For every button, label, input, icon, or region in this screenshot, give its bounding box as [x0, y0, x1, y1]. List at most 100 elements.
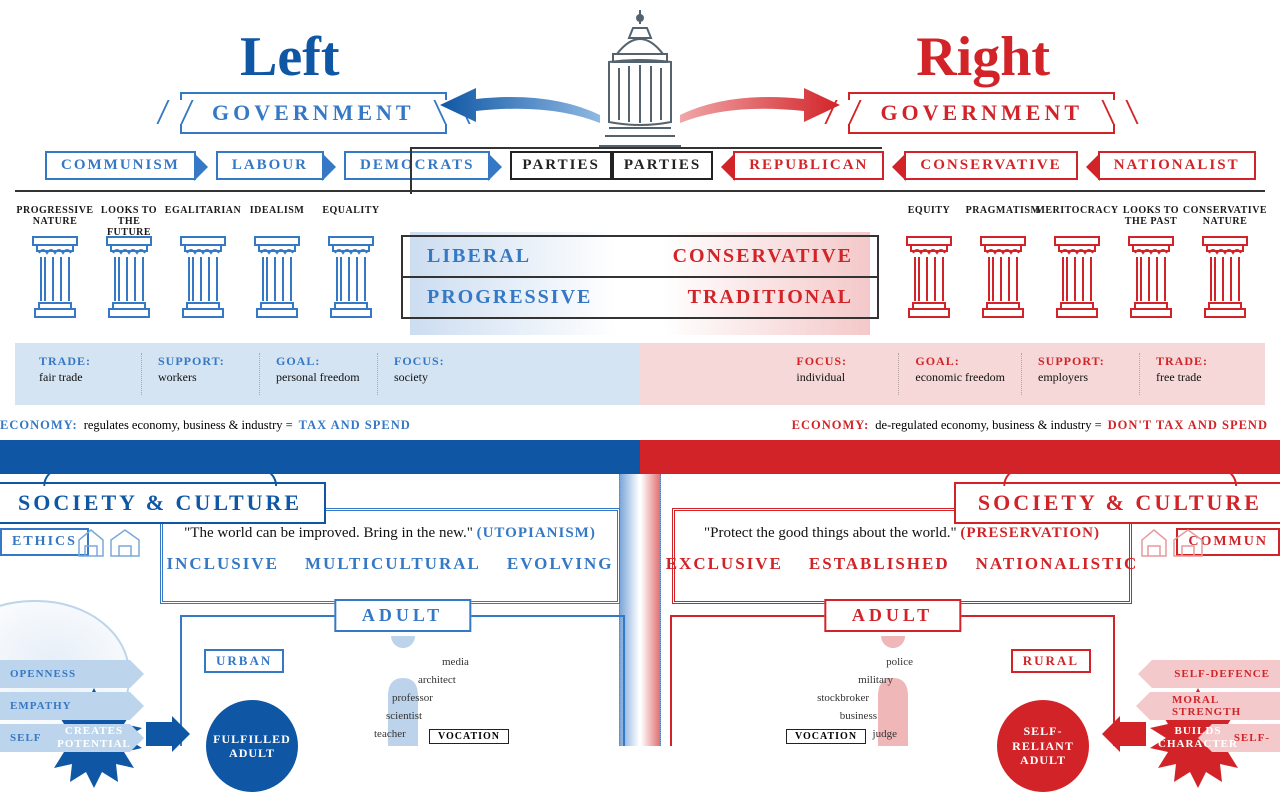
edge-arrow: EMPATHY [0, 692, 130, 720]
quote-text-left: "The world can be improved. Bring in the… [184, 525, 473, 541]
profession: architect [418, 674, 456, 686]
party-labour: LABOUR [216, 151, 324, 180]
quote-tag-right: (PRESERVATION) [960, 525, 1100, 541]
pillar-label: MERITOCRACY [1035, 205, 1118, 231]
attribute-cell: FOCUS: individual [780, 353, 898, 395]
pillar: PROGRESSIVE NATURE [21, 205, 89, 335]
attribute-cell: SUPPORT: employers [1021, 353, 1139, 395]
economy-emph-right: DON'T TAX AND SPEND [1108, 418, 1268, 433]
pillar-label: EGALITARIAN [165, 205, 241, 231]
kw-established: ESTABLISHED [809, 554, 950, 574]
quote-tag-left: (UTOPIANISM) [477, 525, 596, 541]
center-plate: LIBERAL CONSERVATIVE PROGRESSIVE TRADITI… [401, 235, 879, 319]
profession: stockbroker [817, 692, 869, 704]
attribute-key: SUPPORT: [1038, 353, 1123, 369]
profession: police [886, 656, 913, 668]
pillar: EGALITARIAN [169, 205, 237, 335]
attributes-left: TRADE: fair tradeSUPPORT: workersGOAL: p… [15, 343, 640, 405]
pillar-label: CONSERVATIVE NATURE [1183, 205, 1267, 231]
cp-liberal: LIBERAL [427, 245, 531, 268]
pillar-label: EQUALITY [322, 205, 379, 231]
title-right: Right [916, 25, 1050, 89]
cp-conservative: CONSERVATIVE [673, 245, 853, 268]
env-urban: URBAN [204, 649, 284, 673]
economy-emph-left: TAX AND SPEND [299, 418, 411, 433]
pillar: EQUALITY [317, 205, 385, 335]
attribute-val: personal freedom [276, 369, 361, 385]
gov-banner-right: GOVERNMENT [848, 92, 1115, 134]
cp-progressive: PROGRESSIVE [427, 286, 592, 309]
attribute-cell: GOAL: personal freedom [259, 353, 377, 395]
attribute-key: SUPPORT: [158, 353, 243, 369]
attribute-cell: TRADE: fair trade [23, 353, 141, 395]
attributes-right: FOCUS: individualGOAL: economic freedomS… [640, 343, 1265, 405]
pillar-label: PRAGMATISM [966, 205, 1041, 231]
pillar: EQUITY [895, 205, 963, 335]
profession: judge [873, 728, 897, 740]
attribute-val: employers [1038, 369, 1123, 385]
quote-text-right: "Protect the good things about the world… [704, 525, 957, 541]
attribute-key: FOCUS: [394, 353, 479, 369]
edge-arrow: OPENNESS [0, 660, 130, 688]
gov-banner-left: GOVERNMENT [180, 92, 447, 134]
attributes-row: TRADE: fair tradeSUPPORT: workersGOAL: p… [15, 343, 1265, 405]
economy-left: ECONOMY: regulates economy, business & i… [0, 418, 411, 433]
pillar-label: LOOKS TO THE FUTURE [95, 205, 163, 231]
society-banner-left: SOCIETY & CULTURE [0, 482, 326, 524]
economy-key-right: ECONOMY: [792, 418, 870, 433]
pillar: PRAGMATISM [969, 205, 1037, 335]
pillar: LOOKS TO THE FUTURE [95, 205, 163, 335]
pillar-label: LOOKS TO THE PAST [1117, 205, 1185, 231]
vocation-left: VOCATION [429, 729, 509, 744]
center-plinth [619, 474, 661, 746]
economy-right: ECONOMY: de-regulated economy, business … [792, 418, 1268, 433]
kw-exclusive: EXCLUSIVE [666, 554, 783, 574]
attribute-val: fair trade [39, 369, 125, 385]
attribute-cell: FOCUS: society [377, 353, 495, 395]
big-arrow-left [146, 716, 190, 752]
economy-text-left: regulates economy, business & industry = [84, 418, 293, 433]
pillar: IDEALISM [243, 205, 311, 335]
kw-inclusive: INCLUSIVE [166, 554, 278, 574]
attribute-val: free trade [1156, 369, 1241, 385]
kw-nationalistic: NATIONALISTIC [976, 554, 1139, 574]
profession: teacher [374, 728, 406, 740]
self-reliant-adult-circle: SELF-RELIANT ADULT [997, 700, 1089, 792]
kw-evolving: EVOLVING [507, 554, 614, 574]
attribute-val: economic freedom [915, 369, 1005, 385]
edge-arrow: MORAL STRENGTH [1150, 692, 1280, 720]
attribute-key: TRADE: [1156, 353, 1241, 369]
profession: media [442, 656, 469, 668]
attribute-cell: GOAL: economic freedom [898, 353, 1021, 395]
cp-traditional: TRADITIONAL [688, 286, 853, 309]
adult-banner-right: ADULT [824, 599, 961, 632]
society-banner-right: SOCIETY & CULTURE [954, 482, 1280, 524]
pillar: LOOKS TO THE PAST [1117, 205, 1185, 335]
attribute-cell: SUPPORT: workers [141, 353, 259, 395]
big-arrow-right [1102, 716, 1146, 752]
attribute-key: TRADE: [39, 353, 125, 369]
attribute-key: GOAL: [276, 353, 361, 369]
economy-key-left: ECONOMY: [0, 418, 78, 433]
arrow-left-icon [440, 85, 600, 125]
title-left: Left [240, 25, 340, 89]
pillar-label: EQUITY [908, 205, 950, 231]
capitol-baseline [15, 190, 1265, 194]
attribute-key: GOAL: [915, 353, 1005, 369]
pillar-label: PROGRESSIVE NATURE [16, 205, 93, 231]
vocation-right: VOCATION [786, 729, 866, 744]
pillars-left: PROGRESSIVE NATURE LOOKS TO THE FUTURE E… [15, 205, 391, 335]
pillar-label: IDEALISM [250, 205, 305, 231]
profession: military [858, 674, 893, 686]
attribute-key: FOCUS: [796, 353, 882, 369]
adult-area-right: ADULT RURAL SELF-RELIANT ADULT VOCATION … [670, 615, 1115, 746]
fulfilled-adult-circle: FULFILLED ADULT [206, 700, 298, 792]
adult-area-left: ADULT URBAN FULFILLED ADULT VOCATION med… [180, 615, 625, 746]
attribute-val: workers [158, 369, 243, 385]
arrow-right-icon [680, 85, 840, 125]
pillars-row: PROGRESSIVE NATURE LOOKS TO THE FUTURE E… [15, 205, 1265, 335]
profession: business [840, 710, 877, 722]
economy-text-right: de-regulated economy, business & industr… [875, 418, 1101, 433]
pillar: MERITOCRACY [1043, 205, 1111, 335]
env-rural: RURAL [1011, 649, 1091, 673]
